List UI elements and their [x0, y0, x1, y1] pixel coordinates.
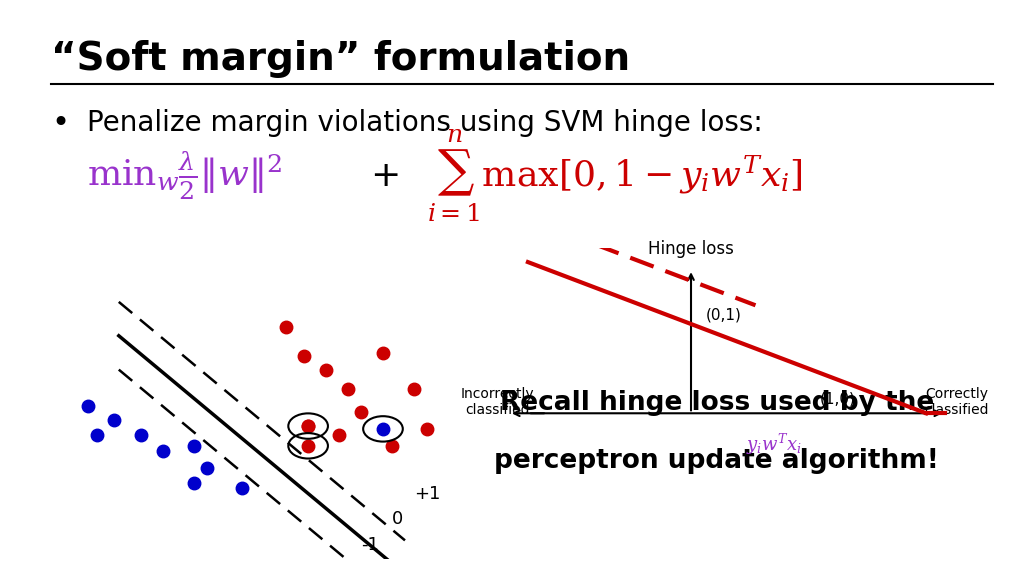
Text: $y_i w^T x_i$: $y_i w^T x_i$: [746, 432, 803, 457]
Text: •: •: [51, 109, 70, 138]
Text: 0: 0: [392, 510, 403, 528]
Text: perceptron update algorithm!: perceptron update algorithm!: [495, 448, 939, 474]
Text: “Soft margin” formulation: “Soft margin” formulation: [51, 40, 631, 78]
Text: Recall hinge loss used by the: Recall hinge loss used by the: [500, 390, 934, 416]
Text: Hinge loss: Hinge loss: [648, 240, 734, 258]
Text: Correctly
classified: Correctly classified: [925, 386, 989, 417]
Text: $\sum_{i=1}^{n} \mathrm{max}[0, 1 - y_i w^T x_i]$: $\sum_{i=1}^{n} \mathrm{max}[0, 1 - y_i …: [427, 127, 802, 224]
Text: Penalize margin violations using SVM hinge loss:: Penalize margin violations using SVM hin…: [87, 109, 763, 138]
Text: (0,1): (0,1): [707, 308, 742, 323]
Text: +1: +1: [414, 485, 440, 503]
Text: $+$: $+$: [370, 158, 398, 193]
Text: -1: -1: [360, 536, 379, 554]
Text: $\mathrm{min}_w \frac{\lambda}{2} \|w\|^2$: $\mathrm{min}_w \frac{\lambda}{2} \|w\|^…: [87, 149, 282, 202]
Text: (1,0): (1,0): [820, 391, 856, 406]
Text: Incorrectly
classified: Incorrectly classified: [461, 386, 535, 417]
